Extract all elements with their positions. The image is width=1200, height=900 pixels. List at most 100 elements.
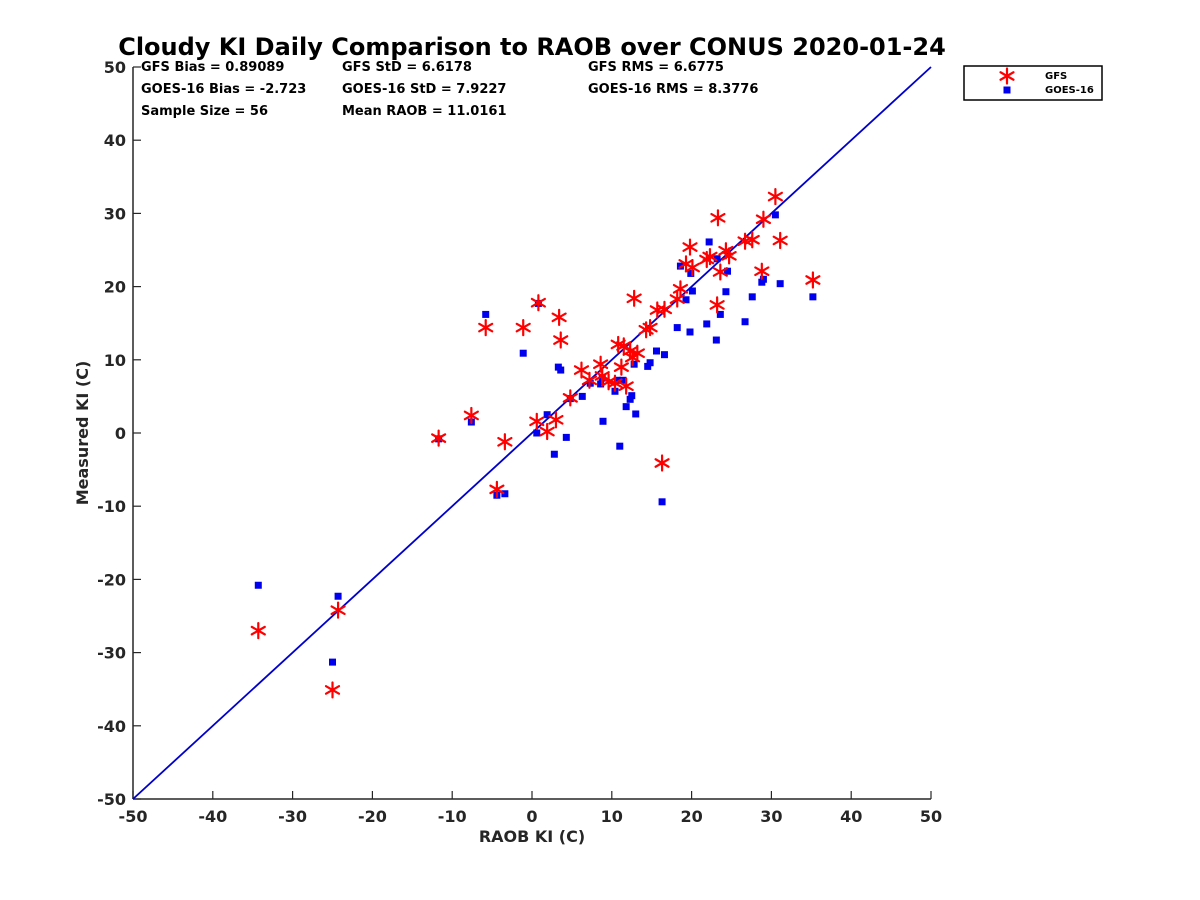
- gfs-point: [489, 480, 505, 498]
- y-tick-label: -50: [97, 790, 126, 809]
- y-tick-label: 0: [115, 424, 126, 443]
- gfs-point: [712, 263, 728, 281]
- gfs-point: [463, 406, 479, 425]
- goes16-bias-text: GOES-16 Bias = -2.723: [141, 82, 306, 97]
- goes16-point: [533, 429, 541, 437]
- goes16-point: [673, 324, 681, 332]
- gfs-point: [805, 271, 821, 289]
- goes16-point: [628, 392, 636, 400]
- gfs-point: [629, 344, 645, 362]
- goes16-point: [550, 450, 558, 458]
- x-tick-label: 50: [920, 807, 942, 826]
- goes16-point: [482, 310, 490, 318]
- goes16-point: [646, 359, 654, 367]
- legend: GFS GOES-16: [963, 65, 1103, 101]
- goes16-std-text: GOES-16 StD = 7.9227: [342, 82, 506, 97]
- x-tick-label: 30: [760, 807, 782, 826]
- goes16-point: [741, 318, 749, 326]
- goes16-point: [687, 269, 695, 277]
- legend-marker-gfs: [999, 67, 1015, 85]
- gfs-point: [709, 296, 725, 314]
- goes16-point: [660, 351, 668, 359]
- y-tick-label: -10: [97, 497, 126, 516]
- gfs-point: [530, 294, 546, 312]
- goes16-point: [703, 320, 711, 328]
- gfs-point: [515, 318, 531, 337]
- gfs-rms-text: GFS RMS = 6.6775: [588, 60, 724, 75]
- goes16-point: [771, 211, 779, 219]
- gfs-point: [613, 358, 629, 376]
- y-tick-label: 10: [104, 351, 126, 370]
- goes16-point: [688, 287, 696, 295]
- goes16-point: [809, 293, 817, 301]
- gfs-point: [682, 238, 698, 256]
- goes16-point: [748, 293, 756, 301]
- goes16-point: [562, 433, 570, 441]
- legend-gfs-asterisk: [999, 67, 1015, 85]
- goes16-point: [543, 411, 551, 419]
- legend-marker-goes16: [1003, 86, 1011, 94]
- y-tick-label: 30: [104, 204, 126, 223]
- gfs-point: [593, 355, 609, 373]
- goes16-point: [597, 380, 605, 388]
- y-tick-label: 40: [104, 131, 126, 150]
- gfs-point: [684, 258, 700, 277]
- gfs-point: [581, 371, 598, 389]
- x-axis-title: RAOB KI (C): [479, 827, 585, 846]
- goes16-point: [644, 362, 652, 370]
- goes16-point: [578, 392, 586, 400]
- goes16-point: [632, 410, 640, 418]
- legend-label-gfs: GFS: [1045, 71, 1067, 82]
- goes16-point: [658, 498, 666, 506]
- goes16-point: [705, 238, 713, 246]
- goes16-point: [722, 288, 730, 296]
- goes16-point: [652, 347, 660, 355]
- y-tick-label: 50: [104, 58, 126, 77]
- data-points: [250, 187, 821, 699]
- gfs-point: [656, 300, 673, 318]
- gfs-point: [562, 389, 578, 407]
- x-tick-label: 20: [680, 807, 702, 826]
- chart-title: Cloudy KI Daily Comparison to RAOB over …: [118, 33, 946, 61]
- mean-raob-text: Mean RAOB = 11.0161: [342, 104, 507, 119]
- gfs-point: [669, 290, 685, 308]
- gfs-point: [744, 231, 760, 249]
- legend-label-goes16: GOES-16: [1045, 85, 1094, 96]
- gfs-point: [754, 262, 770, 280]
- goes16-point: [759, 275, 767, 283]
- x-tick-label: 40: [840, 807, 862, 826]
- gfs-point: [618, 377, 634, 395]
- gfs-point: [616, 337, 632, 355]
- sample-size-text: Sample Size = 56: [141, 104, 268, 119]
- y-tick-label: -40: [97, 717, 126, 736]
- y-tick-label: -30: [97, 644, 126, 663]
- legend-goes16-square: [1003, 86, 1011, 94]
- gfs-point: [755, 210, 772, 228]
- gfs-point: [497, 433, 513, 451]
- gfs-point: [767, 187, 783, 206]
- goes16-point: [613, 376, 621, 384]
- x-tick-label: 10: [601, 807, 623, 826]
- goes16-point: [334, 592, 342, 600]
- goes16-point: [329, 658, 336, 666]
- goes16-point: [712, 336, 720, 344]
- y-tick-label: 20: [104, 278, 126, 297]
- gfs-point: [573, 361, 590, 379]
- gfs-point: [431, 429, 447, 447]
- gfs-point: [529, 412, 545, 430]
- legend-box: [963, 65, 1103, 101]
- one-to-one-line: [132, 66, 932, 800]
- goes16-point: [686, 328, 694, 336]
- gfs-point: [330, 601, 346, 619]
- gfs-point: [702, 247, 718, 266]
- gfs-point: [772, 231, 788, 250]
- goes16-rms-text: GOES-16 RMS = 8.3776: [588, 82, 758, 97]
- goes16-point: [716, 310, 724, 318]
- stats-block: GFS Bias = 0.89089 GFS StD = 6.6178 GFS …: [141, 60, 758, 119]
- goes16-point: [630, 360, 638, 368]
- gfs-point: [718, 242, 734, 260]
- y-tick-label: -20: [97, 570, 126, 589]
- goes16-point: [501, 490, 509, 498]
- gfs-point: [324, 681, 341, 699]
- gfs-point: [548, 411, 564, 429]
